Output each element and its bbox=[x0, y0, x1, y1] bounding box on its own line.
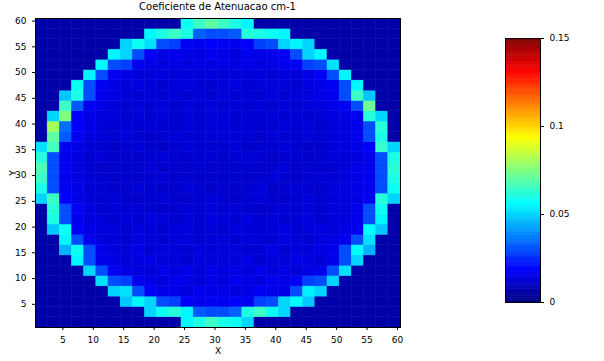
svg-text:0: 0 bbox=[550, 297, 556, 307]
svg-text:0.15: 0.15 bbox=[550, 33, 570, 43]
svg-text:20: 20 bbox=[15, 222, 27, 232]
svg-text:55: 55 bbox=[361, 335, 372, 345]
svg-text:15: 15 bbox=[118, 335, 129, 345]
svg-text:30: 30 bbox=[209, 335, 221, 345]
svg-text:40: 40 bbox=[15, 119, 27, 129]
svg-text:55: 55 bbox=[15, 42, 26, 52]
svg-text:45: 45 bbox=[15, 93, 26, 103]
svg-text:0.05: 0.05 bbox=[550, 209, 570, 219]
svg-text:15: 15 bbox=[15, 248, 26, 258]
svg-text:20: 20 bbox=[148, 335, 160, 345]
svg-text:10: 10 bbox=[88, 335, 100, 345]
svg-text:35: 35 bbox=[15, 145, 26, 155]
svg-text:10: 10 bbox=[15, 273, 27, 283]
svg-text:60: 60 bbox=[15, 16, 27, 26]
svg-text:60: 60 bbox=[392, 335, 404, 345]
svg-text:0.1: 0.1 bbox=[550, 121, 564, 131]
svg-text:50: 50 bbox=[15, 67, 27, 77]
svg-text:5: 5 bbox=[21, 299, 27, 309]
svg-text:40: 40 bbox=[270, 335, 282, 345]
svg-text:25: 25 bbox=[179, 335, 190, 345]
svg-text:25: 25 bbox=[15, 196, 26, 206]
svg-text:45: 45 bbox=[300, 335, 311, 345]
svg-text:5: 5 bbox=[60, 335, 66, 345]
svg-text:50: 50 bbox=[331, 335, 343, 345]
html-text:Coeficiente de Atenuacao cm-1: Coeficiente de Atenuacao cm-1 bbox=[139, 1, 296, 12]
svg-text:35: 35 bbox=[240, 335, 251, 345]
svg-text:Y: Y bbox=[8, 170, 18, 177]
svg-text:X: X bbox=[215, 346, 221, 356]
svg-text:30: 30 bbox=[15, 170, 27, 181]
